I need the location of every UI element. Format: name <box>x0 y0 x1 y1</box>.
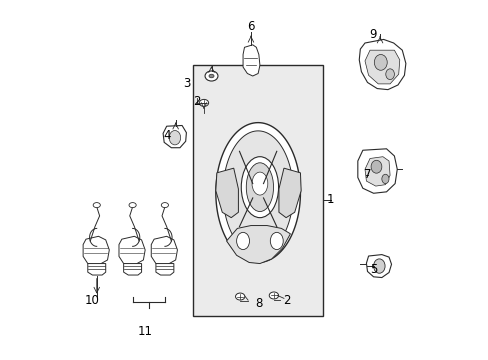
Polygon shape <box>88 264 105 275</box>
Polygon shape <box>357 149 396 193</box>
Polygon shape <box>359 40 405 90</box>
Polygon shape <box>226 226 290 264</box>
Polygon shape <box>163 126 186 148</box>
Polygon shape <box>83 236 109 265</box>
Text: 2: 2 <box>283 294 290 307</box>
Ellipse shape <box>161 203 168 208</box>
Text: 5: 5 <box>369 263 377 276</box>
Polygon shape <box>223 131 293 254</box>
Polygon shape <box>364 157 389 186</box>
Text: 10: 10 <box>84 294 100 307</box>
Polygon shape <box>156 264 174 275</box>
Text: 4: 4 <box>163 129 171 142</box>
Polygon shape <box>151 236 177 265</box>
Polygon shape <box>278 168 301 218</box>
Ellipse shape <box>246 163 273 212</box>
Ellipse shape <box>129 203 136 208</box>
Text: 6: 6 <box>247 20 254 33</box>
Ellipse shape <box>208 74 214 78</box>
Ellipse shape <box>199 99 208 107</box>
Polygon shape <box>364 50 399 84</box>
Ellipse shape <box>373 54 386 70</box>
Polygon shape <box>123 264 142 275</box>
Text: 9: 9 <box>368 28 376 41</box>
Text: 8: 8 <box>255 297 262 310</box>
Ellipse shape <box>241 157 278 218</box>
Polygon shape <box>243 45 260 76</box>
Polygon shape <box>215 123 300 262</box>
Ellipse shape <box>385 69 394 80</box>
Ellipse shape <box>251 172 267 195</box>
Ellipse shape <box>373 259 384 273</box>
Text: 7: 7 <box>364 168 371 181</box>
Ellipse shape <box>169 131 180 145</box>
Ellipse shape <box>93 203 100 208</box>
Ellipse shape <box>270 232 283 249</box>
Bar <box>192 65 323 316</box>
Ellipse shape <box>235 293 244 300</box>
Ellipse shape <box>381 174 388 184</box>
Ellipse shape <box>236 232 249 249</box>
Text: 2: 2 <box>193 95 201 108</box>
Polygon shape <box>215 168 238 218</box>
Ellipse shape <box>269 292 278 299</box>
Ellipse shape <box>370 160 381 173</box>
Polygon shape <box>119 236 145 265</box>
Text: 3: 3 <box>183 77 190 90</box>
Polygon shape <box>366 255 391 278</box>
Text: 11: 11 <box>137 325 152 338</box>
Text: 1: 1 <box>326 193 334 206</box>
Ellipse shape <box>204 71 218 81</box>
